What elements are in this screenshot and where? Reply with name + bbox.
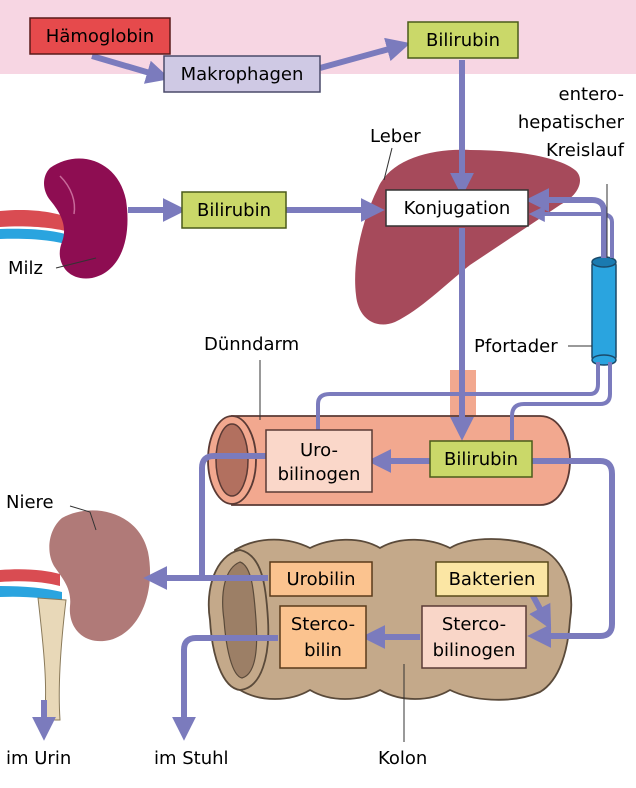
stercobilin-label-line2: bilin: [304, 640, 342, 661]
niere-label: Niere: [6, 492, 54, 513]
flow-arrows: [32, 37, 615, 741]
im-urin-label: im Urin: [6, 748, 71, 769]
bakterien-label: Bakterien: [449, 569, 536, 590]
portal-connection-lines: [316, 362, 612, 440]
bilirubin-spleen-box: Bilirubin: [181, 191, 287, 229]
milz-label: Milz: [8, 258, 43, 279]
entero-label-line2: hepatischer: [518, 112, 625, 133]
spleen-illustration: [0, 158, 128, 279]
portal-vein-illustration: [591, 256, 617, 366]
stercobilinogen-label-line2: bilinogen: [433, 640, 516, 661]
bilirubin-spleen-label: Bilirubin: [197, 200, 271, 221]
pfortader-label: Pfortader: [474, 336, 558, 357]
urobilin-label: Urobilin: [286, 569, 355, 590]
bilirubin-gut-box: Bilirubin: [429, 440, 533, 478]
bilirubin-top-box: Bilirubin: [407, 21, 519, 59]
liver-shape: [355, 149, 580, 325]
konjugation-label: Konjugation: [404, 198, 511, 219]
urobilin-box: Urobilin: [269, 561, 373, 597]
stercobilin-box: Sterco- bilin: [279, 605, 367, 669]
im-stuhl-label: im Stuhl: [154, 748, 229, 769]
stercobilin-label-line1: Sterco-: [291, 614, 355, 635]
bilirubin-top-label: Bilirubin: [426, 30, 500, 51]
duenndarm-label: Dünndarm: [204, 334, 299, 355]
small-intestine-illustration: [207, 370, 571, 506]
bakterien-box: Bakterien: [435, 561, 549, 597]
makrophagen-label: Makrophagen: [181, 64, 304, 85]
leber-label: Leber: [370, 126, 421, 147]
haemoglobin-box: Hämoglobin: [29, 17, 171, 55]
stercobilinogen-label-line1: Sterco-: [442, 614, 506, 635]
entero-label-line3: Kreislauf: [546, 140, 625, 161]
urobilinogen-box: Uro- bilinogen: [265, 429, 373, 493]
kolon-label: Kolon: [378, 748, 427, 769]
bilirubin-gut-label: Bilirubin: [444, 449, 518, 470]
urobilinogen-label-line1: Uro-: [300, 440, 338, 461]
stercobilinogen-box: Sterco- bilinogen: [421, 605, 527, 669]
konjugation-box: Konjugation: [385, 189, 529, 227]
leader-lines: [55, 147, 608, 742]
urobilinogen-label-line2: bilinogen: [278, 464, 361, 485]
entero-label-line1: entero-: [559, 84, 624, 105]
makrophagen-box: Makrophagen: [163, 55, 321, 93]
kidney-illustration: [0, 510, 151, 721]
haemoglobin-label: Hämoglobin: [46, 26, 154, 47]
